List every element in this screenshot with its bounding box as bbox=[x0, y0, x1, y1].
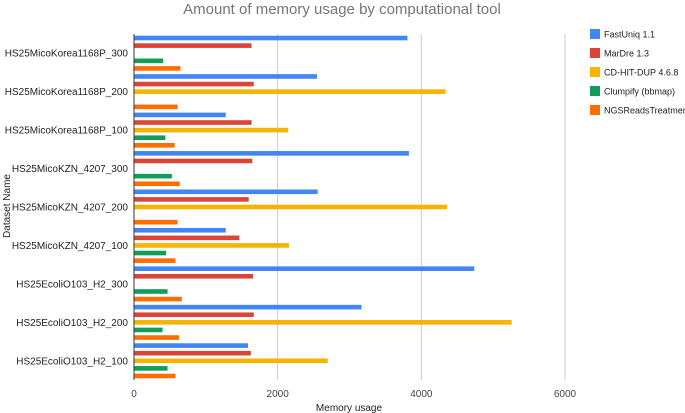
bar bbox=[134, 158, 253, 164]
bar bbox=[134, 273, 254, 279]
chart-title: Amount of memory usage by computational … bbox=[183, 1, 501, 18]
category-labels: HS25MicoKorea1168P_300 HS25MicoKorea1168P… bbox=[5, 49, 129, 368]
bar bbox=[134, 327, 163, 333]
bar bbox=[134, 235, 240, 241]
bar bbox=[134, 312, 254, 318]
category-label: HS25MicoKorea1168P_200 bbox=[5, 87, 129, 98]
bar bbox=[134, 250, 167, 256]
category-label: HS25EcoliO103_H2_300 bbox=[16, 279, 128, 290]
bar bbox=[134, 335, 180, 340]
bar bbox=[134, 74, 317, 79]
bar bbox=[134, 81, 254, 87]
bar bbox=[134, 89, 446, 94]
legend: FastUniq 1.1 MarDre 1.3 CD-HIT-DUP 4.6.8 Cl… bbox=[590, 29, 685, 116]
bar bbox=[134, 343, 248, 348]
bar bbox=[134, 366, 168, 371]
category-label: HS25MicoKorea1168P_300 bbox=[5, 49, 129, 60]
x-tick-label: 2000 bbox=[267, 389, 290, 400]
x-tick-label: 0 bbox=[131, 389, 137, 400]
legend-label: Clumpify (bbmap) bbox=[604, 87, 675, 97]
bars bbox=[134, 35, 512, 379]
bar bbox=[134, 204, 447, 210]
legend-swatch bbox=[590, 86, 600, 96]
bar bbox=[134, 320, 512, 325]
bar bbox=[134, 304, 362, 310]
category-label: HS25MicoKZN_4207_200 bbox=[12, 203, 129, 214]
category-label: HS25MicoKZN_4207_100 bbox=[12, 241, 129, 252]
bar bbox=[134, 358, 328, 364]
bar bbox=[134, 135, 166, 141]
bar bbox=[134, 296, 182, 302]
bar bbox=[134, 35, 408, 41]
legend-label: NGSReadsTreatment bbox=[604, 106, 685, 116]
bar bbox=[134, 289, 168, 294]
category-label: HS25MicoKorea1168P_100 bbox=[5, 126, 129, 137]
category-label: HS25EcoliO103_H2_100 bbox=[16, 356, 128, 367]
x-tick-label: 6000 bbox=[554, 389, 577, 400]
legend-swatch bbox=[590, 48, 600, 58]
legend-swatch bbox=[590, 29, 600, 39]
bar bbox=[134, 181, 180, 187]
bar bbox=[134, 58, 164, 64]
bar bbox=[134, 243, 289, 248]
bar bbox=[134, 104, 178, 110]
legend-swatch bbox=[590, 67, 600, 77]
bar bbox=[134, 266, 475, 271]
bar bbox=[134, 120, 252, 125]
bar bbox=[134, 127, 289, 133]
legend-label: FastUniq 1.1 bbox=[604, 30, 655, 40]
legend-label: MarDre 1.3 bbox=[604, 49, 649, 59]
category-label: HS25EcoliO103_H2_200 bbox=[16, 318, 128, 329]
x-tick-labels: 0 2000 4000 6000 bbox=[131, 389, 576, 400]
legend-label: CD-HIT-DUP 4.6.8 bbox=[604, 68, 678, 78]
bar bbox=[134, 258, 176, 263]
x-tick-label: 4000 bbox=[410, 389, 433, 400]
bar bbox=[134, 143, 175, 148]
bar bbox=[134, 173, 172, 179]
legend-swatch bbox=[590, 105, 600, 115]
bar bbox=[134, 197, 249, 202]
bar bbox=[134, 43, 252, 48]
x-axis-label: Memory usage bbox=[316, 403, 383, 413]
bar bbox=[134, 350, 251, 356]
bar bbox=[134, 227, 226, 233]
bar bbox=[134, 112, 226, 118]
bar bbox=[134, 151, 409, 156]
y-axis-label: Dataset Name bbox=[2, 174, 13, 238]
category-label: HS25MicoKZN_4207_300 bbox=[12, 164, 129, 175]
bar bbox=[134, 373, 176, 379]
bar bbox=[134, 219, 178, 225]
bar bbox=[134, 66, 181, 71]
bar bbox=[134, 189, 318, 195]
